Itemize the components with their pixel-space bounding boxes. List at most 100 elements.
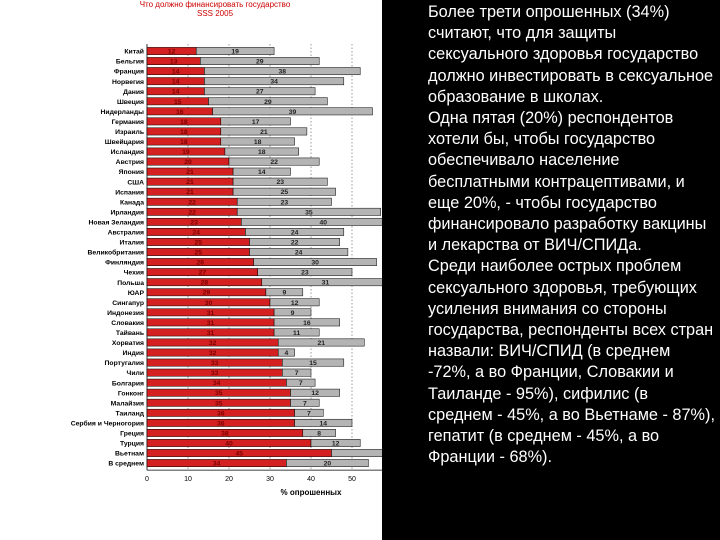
data-label: 21	[186, 169, 194, 176]
data-label: 36	[217, 410, 225, 417]
bar-segment-2	[228, 157, 320, 166]
category-label: Китай	[124, 48, 144, 56]
data-label: 7	[295, 370, 299, 377]
data-label: 27	[199, 270, 207, 277]
category-label: Португалия	[105, 360, 144, 367]
bar-segment-2	[257, 268, 353, 277]
data-label: 31	[207, 330, 215, 337]
data-label: 18	[180, 119, 188, 126]
category-label: ЮАР	[128, 290, 145, 297]
category-label: Новая Зеландия	[89, 219, 145, 226]
data-label: 18	[180, 129, 188, 136]
data-label: 29	[203, 290, 211, 297]
category-label: Ирландия	[110, 209, 144, 216]
bar-segment-2	[253, 258, 377, 266]
category-label: В среднем	[108, 461, 144, 468]
bar-chart: 01020304050607080% опрошенныхКитай1219Бе…	[71, 44, 382, 497]
category-label: Италия	[120, 240, 144, 247]
x-tick-label-2: 20	[225, 476, 233, 483]
data-label: 9	[282, 290, 286, 297]
chart-subtitle: SSS 2005	[196, 9, 234, 18]
bar-segment-2	[294, 408, 324, 417]
data-label: 34	[213, 461, 221, 468]
bar-segment-2	[220, 137, 295, 146]
data-label: 30	[205, 300, 213, 307]
data-label: 24	[295, 250, 303, 257]
data-label: 22	[188, 209, 196, 216]
bar-segment-2	[200, 57, 320, 65]
category-label: Греция	[120, 431, 144, 438]
data-label: 16	[176, 109, 184, 116]
bar-segment-2	[286, 459, 369, 467]
data-label: 21	[260, 129, 268, 136]
category-label: Малайзия	[111, 399, 144, 407]
data-label: 22	[188, 199, 196, 206]
category-label: Испания	[115, 189, 144, 196]
data-label: 33	[211, 370, 219, 377]
data-label: 27	[256, 89, 264, 96]
data-label: 18	[180, 139, 188, 146]
data-label: 9	[291, 310, 295, 317]
data-label: 23	[281, 199, 289, 206]
bar-segment-2	[204, 77, 345, 86]
data-label: 20	[184, 159, 192, 166]
data-label: 7	[299, 380, 303, 387]
data-label: 35	[215, 400, 223, 407]
data-label: 35	[215, 390, 223, 397]
text-panel: Более трети опрошенных (34%) считают, чт…	[428, 2, 716, 468]
bar-segment-2	[294, 418, 353, 427]
bar-segment-2	[269, 298, 320, 307]
bar-segment-2	[290, 388, 340, 397]
bar-segment-2	[273, 328, 320, 337]
bar-segment-2	[249, 248, 349, 256]
data-label: 18	[258, 149, 266, 156]
x-tick-label-4: 40	[307, 476, 315, 483]
category-label: Хорватия	[112, 340, 144, 347]
data-label: 20	[324, 461, 332, 468]
data-label: 7	[303, 400, 307, 407]
bar-segment-2	[195, 47, 275, 55]
bar-segment-2	[302, 429, 336, 437]
data-label: 26	[197, 260, 205, 267]
chart-panel: Что должно финансировать государство SSS…	[0, 0, 382, 540]
bar-segment-2	[212, 107, 373, 116]
data-label: 19	[182, 149, 190, 156]
data-label: 31	[207, 310, 215, 317]
category-label: Норвегия	[112, 79, 144, 86]
data-label: 32	[209, 340, 217, 347]
bar-segment-2	[220, 117, 291, 126]
data-label: 23	[301, 270, 309, 277]
data-label: 40	[320, 219, 328, 226]
category-label: Гонконг	[118, 390, 144, 397]
x-tick-label-1: 10	[184, 476, 192, 483]
data-label: 7	[307, 410, 311, 417]
bar-segment-2	[236, 207, 381, 216]
bar-segment-2	[241, 217, 382, 226]
data-label: 40	[225, 440, 233, 447]
category-label: Германия	[112, 119, 144, 126]
x-tick-label-3: 30	[266, 476, 274, 483]
category-label: США	[127, 179, 144, 186]
data-label: 24	[192, 229, 200, 236]
data-label: 22	[291, 239, 299, 246]
data-label: 33	[211, 360, 219, 367]
data-label: 17	[252, 119, 260, 126]
data-label: 36	[217, 420, 225, 427]
bar-segment-2	[245, 228, 345, 236]
data-label: 25	[281, 189, 289, 196]
category-label: Индонезия	[107, 310, 144, 317]
category-label: Болгария	[112, 380, 144, 387]
data-label: 13	[170, 59, 178, 66]
data-label: 38	[221, 430, 229, 437]
data-label: 14	[258, 169, 266, 176]
bar-segment-2	[282, 368, 312, 377]
bar-segment-2	[261, 278, 382, 287]
category-label: Швеция	[117, 99, 144, 106]
data-label: 29	[264, 99, 272, 106]
data-label: 4	[285, 350, 289, 357]
category-label: Польша	[117, 280, 144, 287]
bar-segment-2	[277, 338, 365, 347]
bar-segment-2	[232, 187, 336, 196]
category-label: Тайвань	[116, 329, 144, 337]
bar-segment-2	[232, 177, 328, 186]
